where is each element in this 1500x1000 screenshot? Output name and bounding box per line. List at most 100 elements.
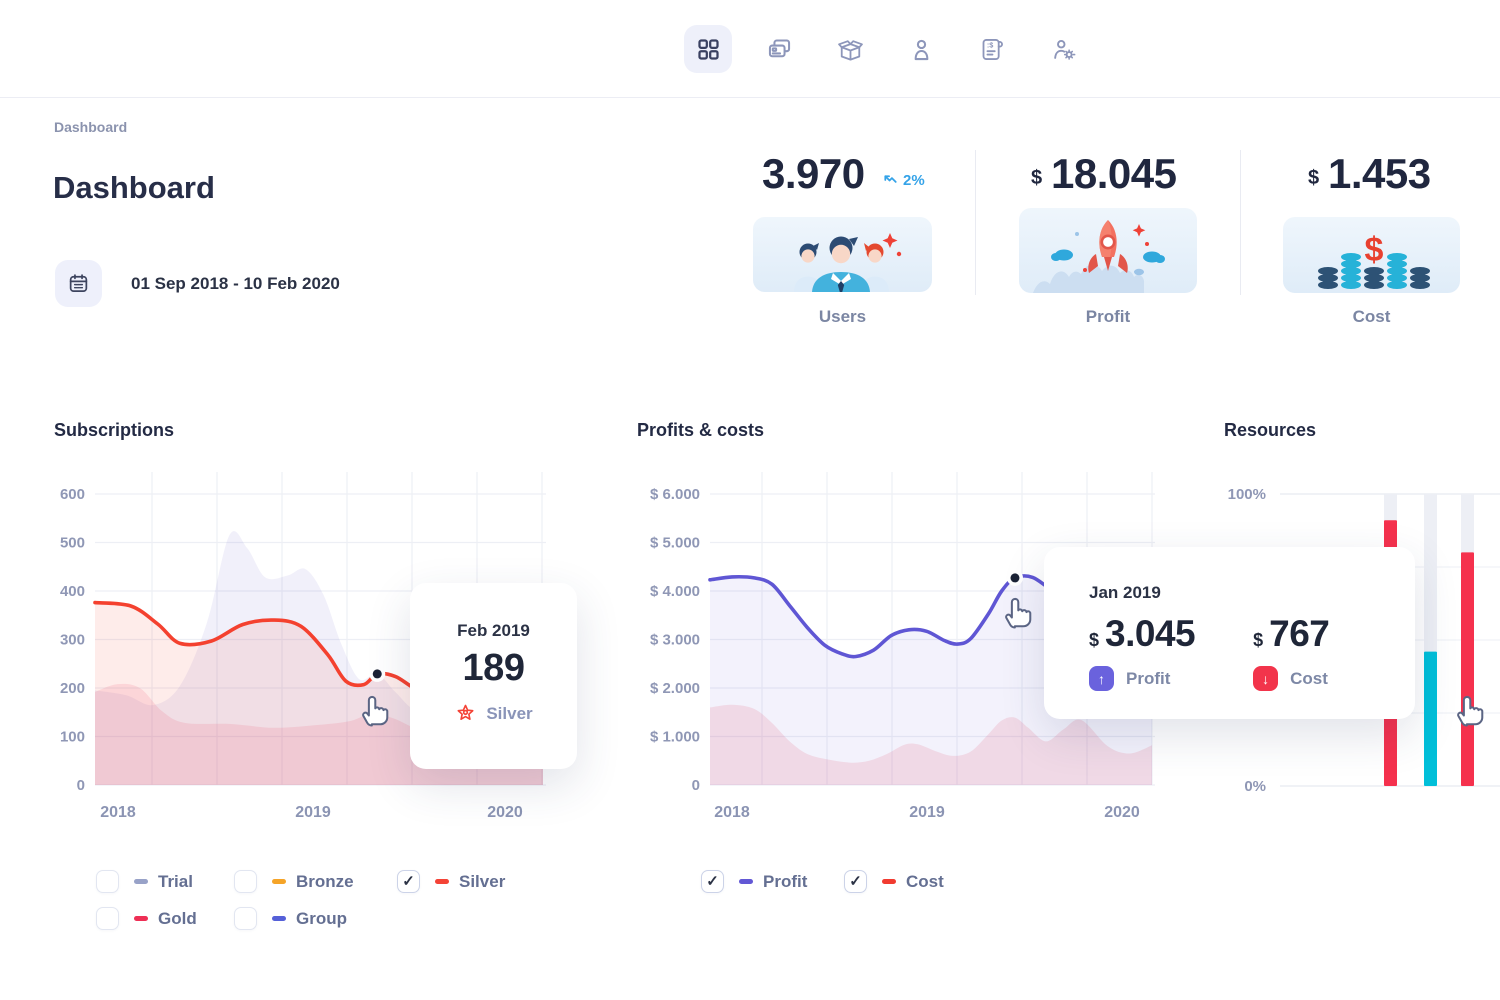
series-color-dash bbox=[272, 879, 286, 884]
legend-label: Cost bbox=[906, 871, 944, 891]
tooltip-cost-group: $ 767 ↓ Cost bbox=[1253, 613, 1330, 691]
tooltip-value: 189 bbox=[462, 647, 525, 689]
resource-bar[interactable] bbox=[1461, 552, 1474, 786]
legend-item-cost: Cost bbox=[844, 870, 944, 893]
cost-badge-label: Cost bbox=[1290, 668, 1328, 688]
users-illustration bbox=[753, 217, 932, 292]
legend-item-bronze: Bronze bbox=[234, 870, 354, 893]
tooltip-profit-group: $ 3.045 ↑ Profit bbox=[1089, 613, 1196, 691]
svg-text:2020: 2020 bbox=[487, 804, 523, 821]
profit-currency: $ bbox=[1031, 167, 1043, 189]
checkbox-profit[interactable] bbox=[701, 870, 724, 893]
breadcrumb[interactable]: Dashboard bbox=[54, 119, 128, 135]
series-color-dash bbox=[739, 879, 753, 884]
svg-text:$ 2.000: $ 2.000 bbox=[650, 680, 700, 697]
nav-cards-button[interactable] bbox=[755, 25, 803, 73]
legend-label: Bronze bbox=[296, 871, 354, 891]
checkbox-gold[interactable] bbox=[96, 907, 119, 930]
legend-item-profit: Profit bbox=[701, 870, 807, 893]
legend-item-group: Group bbox=[234, 907, 347, 930]
subscriptions-tooltip: Feb 2019 189 Silver bbox=[410, 583, 577, 769]
svg-text:0%: 0% bbox=[1244, 778, 1266, 795]
tooltip-series-label: Silver bbox=[486, 703, 533, 723]
series-color-dash bbox=[435, 879, 449, 884]
user-icon bbox=[914, 39, 928, 60]
svg-text:2018: 2018 bbox=[714, 804, 750, 821]
tooltip-date: Jan 2019 bbox=[1089, 583, 1161, 602]
profit-badge-label: Profit bbox=[1126, 668, 1171, 688]
svg-text::$: :$ bbox=[986, 40, 993, 49]
legend-label: Silver bbox=[459, 871, 506, 891]
subscriptions-title: Subscriptions bbox=[54, 420, 175, 440]
nav-invoices-button[interactable]: :$ bbox=[968, 25, 1016, 73]
checkbox-group[interactable] bbox=[234, 907, 257, 930]
profit-amount: 3.045 bbox=[1105, 613, 1196, 654]
top-nav: :$ bbox=[0, 0, 1500, 98]
legend-label: Profit bbox=[763, 871, 808, 891]
legend-item-gold: Gold bbox=[96, 907, 197, 930]
users-label: Users bbox=[818, 307, 867, 326]
svg-text:$ 4.000: $ 4.000 bbox=[650, 583, 700, 600]
resource-bar[interactable] bbox=[1424, 651, 1437, 786]
star-icon bbox=[457, 704, 474, 720]
checkbox-cost[interactable] bbox=[844, 870, 867, 893]
legend-item-silver: Silver bbox=[397, 870, 505, 893]
svg-text:300: 300 bbox=[60, 632, 85, 649]
profits-tooltip: Jan 2019 $ 3.045 ↑ Profit $ 767 ↓ bbox=[1044, 547, 1415, 719]
svg-text:500: 500 bbox=[60, 535, 85, 552]
nav-users-button[interactable] bbox=[897, 25, 945, 73]
profit-label: Profit bbox=[1085, 307, 1131, 326]
svg-text:400: 400 bbox=[60, 583, 85, 600]
series-color-dash bbox=[882, 879, 896, 884]
svg-text:2019: 2019 bbox=[295, 804, 331, 821]
checkbox-bronze[interactable] bbox=[234, 870, 257, 893]
legend-label: Trial bbox=[158, 871, 193, 891]
user-settings-icon bbox=[1053, 39, 1075, 60]
checkbox-trial[interactable] bbox=[96, 870, 119, 893]
cost-value: 1.453 bbox=[1328, 150, 1431, 197]
series-color-dash bbox=[134, 916, 148, 921]
page-title: Dashboard bbox=[53, 170, 215, 205]
svg-text:100%: 100% bbox=[1228, 486, 1266, 503]
cost-label: Cost bbox=[1352, 307, 1391, 326]
cost-amount: 767 bbox=[1269, 613, 1330, 654]
checkbox-silver[interactable] bbox=[397, 870, 420, 893]
legend-label: Gold bbox=[158, 908, 197, 928]
cost-currency: $ bbox=[1308, 167, 1320, 189]
arrow-down-badge-icon: ↓ bbox=[1253, 666, 1279, 691]
nav-products-button[interactable] bbox=[826, 25, 874, 73]
stat-divider bbox=[1240, 150, 1241, 295]
package-icon bbox=[837, 39, 863, 61]
legend-label: Group bbox=[296, 908, 347, 928]
svg-text:$ 3.000: $ 3.000 bbox=[650, 632, 700, 649]
series-color-dash bbox=[134, 879, 148, 884]
trend-arrow-icon bbox=[884, 175, 897, 183]
svg-text:2018: 2018 bbox=[100, 804, 136, 821]
calendar-icon bbox=[69, 274, 88, 293]
cost-illustration: $ bbox=[1283, 217, 1460, 293]
svg-text:2020: 2020 bbox=[1104, 804, 1140, 821]
svg-text:$: $ bbox=[1365, 231, 1384, 269]
nav-admin-button[interactable] bbox=[1039, 25, 1087, 73]
profit-currency: $ bbox=[1089, 630, 1100, 650]
profits-title: Profits & costs bbox=[637, 420, 765, 440]
profit-illustration bbox=[1019, 208, 1197, 293]
date-range-value: 01 Sep 2018 - 10 Feb 2020 bbox=[131, 274, 340, 293]
svg-text:200: 200 bbox=[60, 680, 85, 697]
svg-text:0: 0 bbox=[692, 777, 700, 794]
profits-costs-chart[interactable]: $ 6.000 $ 5.000 $ 4.000 $ 3.000 $ 2.000 $ 1.0… bbox=[620, 458, 1168, 833]
svg-text:$ 5.000: $ 5.000 bbox=[650, 535, 700, 552]
tooltip-date: Feb 2019 bbox=[457, 621, 530, 640]
svg-text:$ 1.000: $ 1.000 bbox=[650, 729, 700, 746]
series-color-dash bbox=[272, 916, 286, 921]
nav-dashboard-button[interactable] bbox=[684, 25, 732, 73]
users-value: 3.970 bbox=[762, 150, 865, 197]
svg-text:100: 100 bbox=[60, 729, 85, 746]
users-trend: 2% bbox=[882, 172, 925, 189]
svg-text:0: 0 bbox=[77, 777, 85, 794]
profit-value: 18.045 bbox=[1051, 150, 1177, 197]
svg-text:$ 6.000: $ 6.000 bbox=[650, 486, 700, 503]
date-range-button[interactable] bbox=[55, 260, 102, 307]
cards-icon bbox=[768, 38, 790, 57]
